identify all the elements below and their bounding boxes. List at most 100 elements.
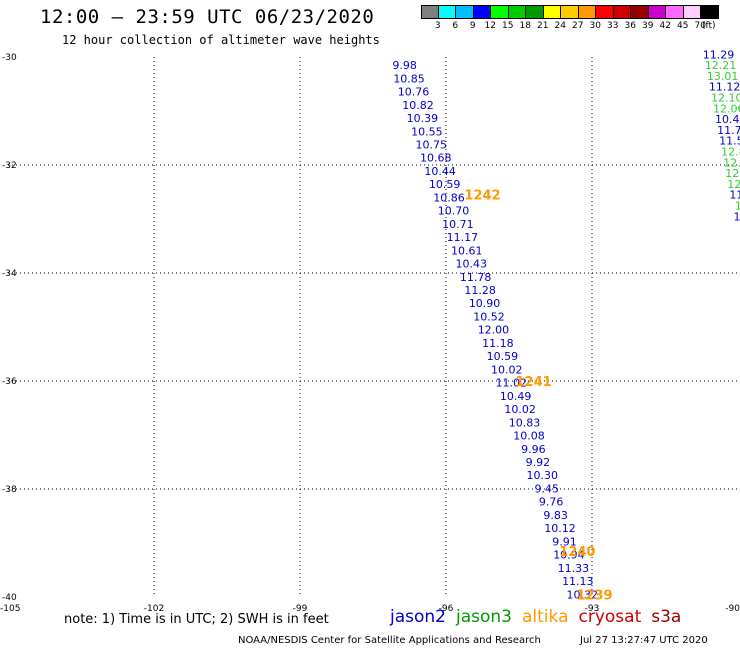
swh-label: 11.33	[558, 562, 590, 575]
footer-note: note: 1) Time is in UTC; 2) SWH is in fe…	[64, 612, 329, 627]
swh-label: 11.29	[703, 48, 735, 61]
footer-credit: NOAA/NESDIS Center for Satellite Applica…	[238, 635, 541, 646]
legend-swatch	[666, 5, 684, 19]
swh-label: 11.13	[562, 575, 594, 588]
legend-label: 33	[607, 21, 619, 31]
x-tick-label: -93	[585, 604, 600, 614]
chart-subtitle: 12 hour collection of altimeter wave hei…	[62, 33, 380, 47]
legend-swatch	[578, 5, 596, 19]
swh-label: 13.3	[739, 221, 740, 234]
swh-label: 10.94	[553, 549, 585, 562]
swh-label: 10.08	[513, 430, 545, 443]
swh-label: 10.85	[393, 72, 425, 85]
swh-label: 10.12	[544, 522, 576, 535]
swh-label: 11.17	[447, 231, 479, 244]
swh-label: 10.32	[567, 588, 599, 601]
swh-label: 11.28	[464, 284, 496, 297]
legend-swatch	[456, 5, 474, 19]
satellite-label-jason3: jason3	[456, 607, 512, 627]
legend-swatch	[648, 5, 666, 19]
legend-swatch	[491, 5, 509, 19]
y-tick-label: -40	[2, 593, 17, 603]
swh-label: 10.68	[420, 152, 452, 165]
legend-label: 30	[589, 21, 601, 31]
satellite-legend: jason2 jason3 altika cryosat s3a	[390, 607, 681, 627]
legend-swatch	[543, 5, 561, 19]
swh-label: 12.22	[727, 178, 740, 191]
swh-label: 11.02	[495, 377, 527, 390]
legend-swatch	[473, 5, 491, 19]
satellite-label-altika: altika	[522, 607, 569, 627]
legend-label: 70	[694, 21, 706, 31]
swh-label: 12.03	[723, 156, 740, 169]
swh-label: 10.82	[402, 99, 434, 112]
legend-swatch	[631, 5, 649, 19]
swh-label: 9.76	[539, 496, 564, 509]
swh-label: 9.96	[521, 443, 546, 456]
swh-label: 9.91	[552, 535, 577, 548]
y-tick-label: -30	[2, 53, 17, 63]
legend-swatch	[508, 5, 526, 19]
time-label: 1240	[559, 545, 595, 560]
swh-label: 9.98	[392, 59, 417, 72]
swh-label: 12.10	[711, 92, 740, 105]
legend-label: 15	[502, 21, 514, 31]
chart-title: 12:00 – 23:59 UTC 06/23/2020	[40, 6, 375, 28]
swh-label: 10.44	[715, 113, 740, 126]
legend-swatch	[421, 5, 439, 19]
x-tick-label: -99	[293, 604, 308, 614]
legend-label: 24	[554, 21, 566, 31]
swh-label: 11.72	[717, 124, 740, 137]
swh-label: 10.39	[407, 112, 439, 125]
x-tick-label: -96	[439, 604, 454, 614]
footer-timestamp: Jul 27 13:27:47 UTC 2020	[580, 635, 708, 646]
time-label: 1239	[576, 588, 612, 603]
legend-label: 3	[434, 21, 441, 31]
swh-label: 12.6	[735, 200, 740, 213]
y-tick-label: -34	[2, 269, 17, 279]
swh-label: 10.43	[455, 258, 487, 271]
legend-swatch	[613, 5, 631, 19]
legend-swatch	[438, 5, 456, 19]
y-tick-label: -32	[2, 161, 17, 171]
swh-label: 10.02	[504, 403, 536, 416]
legend-label: 36	[624, 21, 636, 31]
swh-label: 9.83	[543, 509, 568, 522]
swh-label: 9.92	[526, 456, 551, 469]
swh-label: 10.83	[509, 416, 541, 429]
swh-label: 12.82	[721, 146, 740, 159]
color-legend	[421, 5, 719, 19]
legend-swatch	[596, 5, 614, 19]
legend-swatch	[701, 5, 719, 19]
swh-label: 10.02	[491, 363, 523, 376]
satellite-label-s3a: s3a	[651, 607, 682, 627]
swh-label: 10.30	[527, 469, 559, 482]
legend-swatch	[526, 5, 544, 19]
legend-labels: 3 6 9 12 15 18 21 24 27 30 33 36 39 42 45 70	[421, 21, 709, 31]
legend-swatch	[683, 5, 701, 19]
swh-label: 11.78	[460, 271, 492, 284]
swh-label: 10.55	[411, 125, 443, 138]
swh-label: 10.70	[438, 205, 470, 218]
legend-label: 18	[519, 21, 531, 31]
swh-label: 12.21	[705, 59, 737, 72]
legend-label: 39	[642, 21, 654, 31]
swh-label: 10.59	[487, 350, 519, 363]
legend-label: 42	[659, 21, 671, 31]
swh-label: 10.90	[469, 297, 501, 310]
legend-label: 9	[469, 21, 476, 31]
swh-label: 10.44	[424, 165, 456, 178]
x-tick-label: -105	[0, 604, 20, 614]
swh-label: 11.18	[482, 337, 514, 350]
y-tick-label: -38	[2, 485, 17, 495]
swh-label: 12.06	[713, 102, 740, 115]
swh-label: 10.59	[429, 178, 461, 191]
satellite-label-jason2: jason2	[390, 607, 446, 627]
legend-label: 45	[677, 21, 689, 31]
swh-label: 11.12	[709, 81, 740, 94]
swh-label: 10.76	[398, 86, 430, 99]
swh-label: 11.98	[729, 189, 740, 202]
swh-label: 12.00	[478, 324, 510, 337]
y-tick-label: -36	[2, 377, 17, 387]
